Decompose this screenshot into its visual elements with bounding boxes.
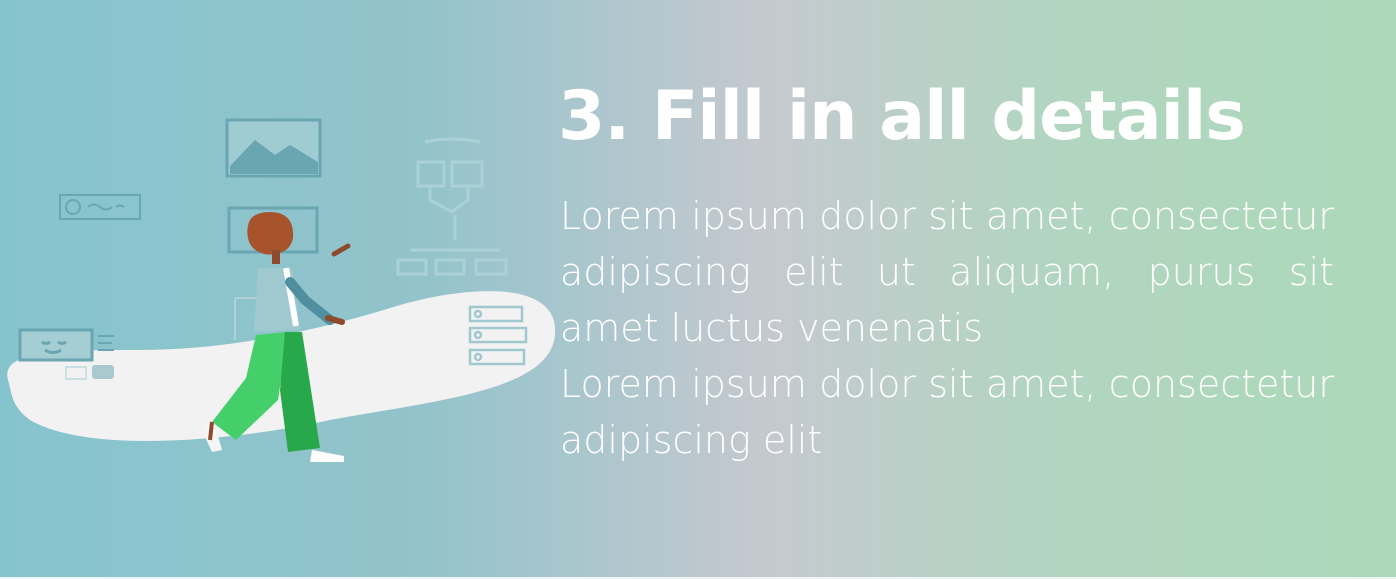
hair bbox=[247, 212, 294, 255]
walking-person-illustration bbox=[7, 118, 556, 462]
dashed-frame-icon bbox=[234, 297, 258, 340]
bottom-divider bbox=[0, 577, 1396, 579]
small-box-outline-icon bbox=[65, 366, 87, 380]
list-icon bbox=[468, 305, 528, 366]
form-field-icon bbox=[59, 194, 141, 220]
shoe-right bbox=[310, 450, 344, 462]
flowchart-icon bbox=[396, 137, 508, 276]
pants-left bbox=[212, 332, 288, 440]
description-paragraph-2: Lorem ipsum dolor sit amet, consectetur … bbox=[560, 362, 1334, 462]
page-title: 3. Fill in all details bbox=[558, 77, 1246, 156]
small-box-icon bbox=[92, 365, 114, 379]
description: Lorem ipsum dolor sit amet, consectetur … bbox=[560, 188, 1334, 468]
description-paragraph-1: Lorem ipsum dolor sit amet, consectetur … bbox=[560, 194, 1334, 350]
illustration bbox=[0, 100, 560, 480]
image-frame-icon bbox=[225, 118, 322, 178]
pants-right bbox=[280, 332, 320, 452]
smiley-card-icon bbox=[18, 328, 114, 362]
arm bbox=[285, 277, 335, 325]
person-figure bbox=[200, 212, 351, 462]
